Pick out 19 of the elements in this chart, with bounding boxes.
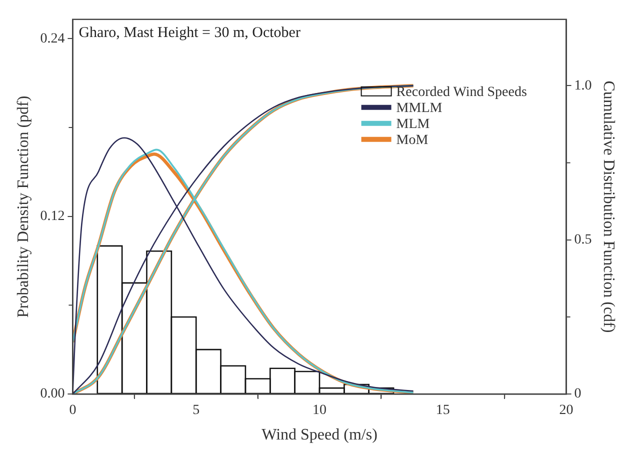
- y-axis-title: Probability Density Function (pdf): [14, 96, 32, 318]
- x-tick-label: 5: [192, 403, 200, 418]
- legend-label: Recorded Wind Speeds: [396, 85, 527, 100]
- legend-label: MMLM: [396, 101, 443, 116]
- y2-tick-label: 0: [574, 386, 582, 402]
- x-tick-label: 0: [69, 403, 76, 418]
- legend-label: MLM: [396, 117, 430, 132]
- chart-title: Gharo, Mast Height = 30 m, October: [78, 24, 300, 41]
- x-tick-label: 20: [559, 403, 574, 418]
- x-tick-label: 15: [436, 403, 450, 418]
- y2-tick-label: 1.0: [574, 78, 592, 94]
- y-tick-label: 0.00: [40, 386, 65, 402]
- x-axis-title: Wind Speed (m/s): [262, 426, 378, 444]
- legend-label: MoM: [396, 133, 429, 148]
- y-tick-label: 0.12: [40, 208, 65, 224]
- y2-tick-label: 0.5: [574, 232, 592, 248]
- y2-axis-title: Cumulative Distribution Function (cdf): [600, 80, 618, 333]
- y-tick-label: 0.24: [40, 31, 65, 46]
- x-tick-label: 10: [312, 403, 326, 418]
